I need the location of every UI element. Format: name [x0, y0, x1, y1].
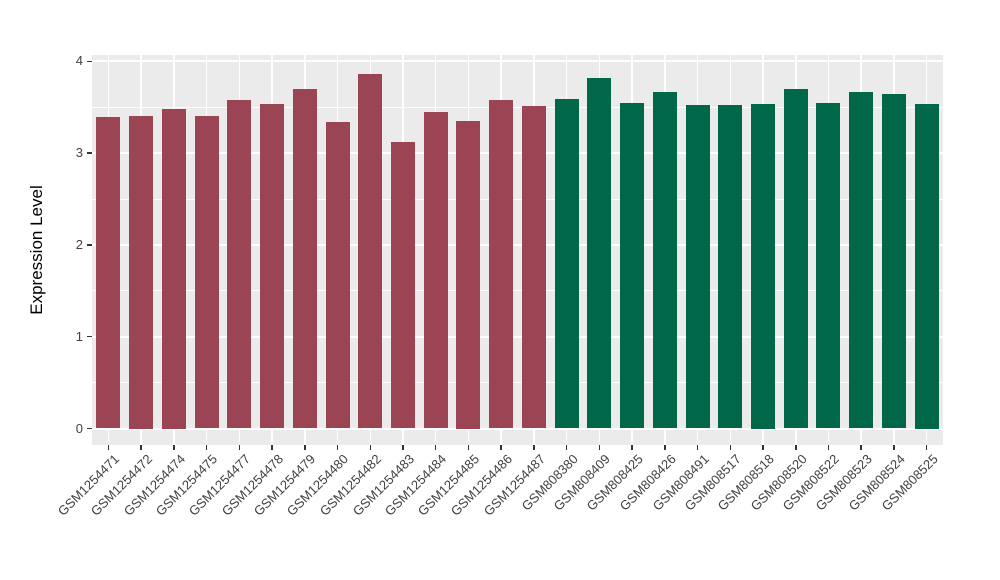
bar-GSM808523	[849, 91, 874, 429]
x-tick-mark	[664, 445, 666, 450]
y-tick-label: 0	[75, 420, 83, 436]
bar-GSM808520	[783, 88, 808, 429]
x-tick-mark	[729, 445, 731, 450]
x-tick-mark	[205, 445, 208, 450]
x-tick-mark	[827, 445, 830, 450]
bar-GSM1254480	[325, 121, 350, 429]
x-tick-mark	[925, 445, 928, 450]
major-gridline	[92, 335, 943, 338]
y-tick-label: 1	[75, 328, 83, 344]
x-tick-mark	[696, 445, 699, 450]
bar-GSM808491	[685, 105, 710, 429]
x-tick-mark	[107, 445, 110, 450]
y-tick-mark	[87, 60, 92, 63]
x-tick-mark	[533, 445, 535, 450]
x-tick-mark	[467, 445, 470, 450]
bar-GSM1254482	[358, 74, 383, 429]
x-tick-mark	[762, 445, 764, 450]
bar-GSM808426	[652, 91, 677, 429]
x-tick-mark	[565, 445, 568, 450]
y-tick-mark	[87, 427, 92, 430]
minor-gridline	[92, 106, 943, 108]
plot-panel	[92, 55, 943, 445]
x-tick-mark	[336, 445, 339, 450]
x-tick-mark	[304, 445, 306, 450]
y-tick-label: 4	[75, 53, 83, 69]
x-tick-mark	[631, 445, 633, 450]
bar-GSM1254474	[161, 109, 186, 429]
y-tick-label: 3	[75, 145, 83, 161]
bar-GSM1254485	[456, 121, 481, 429]
x-tick-mark	[893, 445, 895, 450]
x-tick-mark	[173, 445, 175, 450]
bar-GSM1254477	[227, 99, 252, 429]
x-tick-mark	[795, 445, 797, 450]
bar-GSM1254484	[423, 111, 448, 429]
bar-GSM808517	[718, 105, 743, 429]
bar-GSM1254486	[489, 99, 514, 429]
bar-GSM808425	[620, 102, 645, 429]
bar-GSM808525	[914, 103, 939, 429]
x-tick-mark	[369, 445, 371, 450]
y-tick-label: 2	[75, 236, 83, 252]
x-tick-mark	[140, 445, 142, 450]
minor-gridline	[92, 382, 943, 384]
x-tick-mark	[598, 445, 601, 450]
major-gridline	[92, 60, 943, 63]
bar-GSM808409	[587, 77, 612, 429]
major-gridline	[92, 427, 943, 430]
x-tick-mark	[402, 445, 404, 450]
bar-GSM808518	[751, 103, 775, 429]
x-tick-mark	[238, 445, 240, 450]
x-tick-mark	[434, 445, 437, 450]
bar-GSM1254479	[292, 88, 317, 429]
y-tick-mark	[87, 335, 92, 338]
bar-GSM1254471	[96, 117, 121, 429]
minor-gridline	[92, 198, 943, 200]
bar-GSM808522	[816, 102, 841, 429]
minor-gridline	[92, 290, 943, 292]
y-tick-mark	[87, 244, 92, 246]
y-tick-mark	[87, 152, 92, 154]
major-gridline	[92, 243, 943, 246]
x-tick-mark	[860, 445, 862, 450]
bar-GSM808380	[554, 98, 579, 429]
bar-GSM808524	[881, 94, 906, 429]
bar-GSM1254472	[129, 115, 154, 429]
bar-GSM1254483	[390, 142, 415, 429]
x-tick-mark	[500, 445, 502, 450]
bar-GSM1254478	[260, 104, 284, 429]
x-tick-mark	[271, 445, 273, 450]
major-gridline	[92, 152, 943, 155]
bar-GSM1254475	[194, 116, 219, 429]
bar-GSM1254487	[521, 106, 546, 429]
